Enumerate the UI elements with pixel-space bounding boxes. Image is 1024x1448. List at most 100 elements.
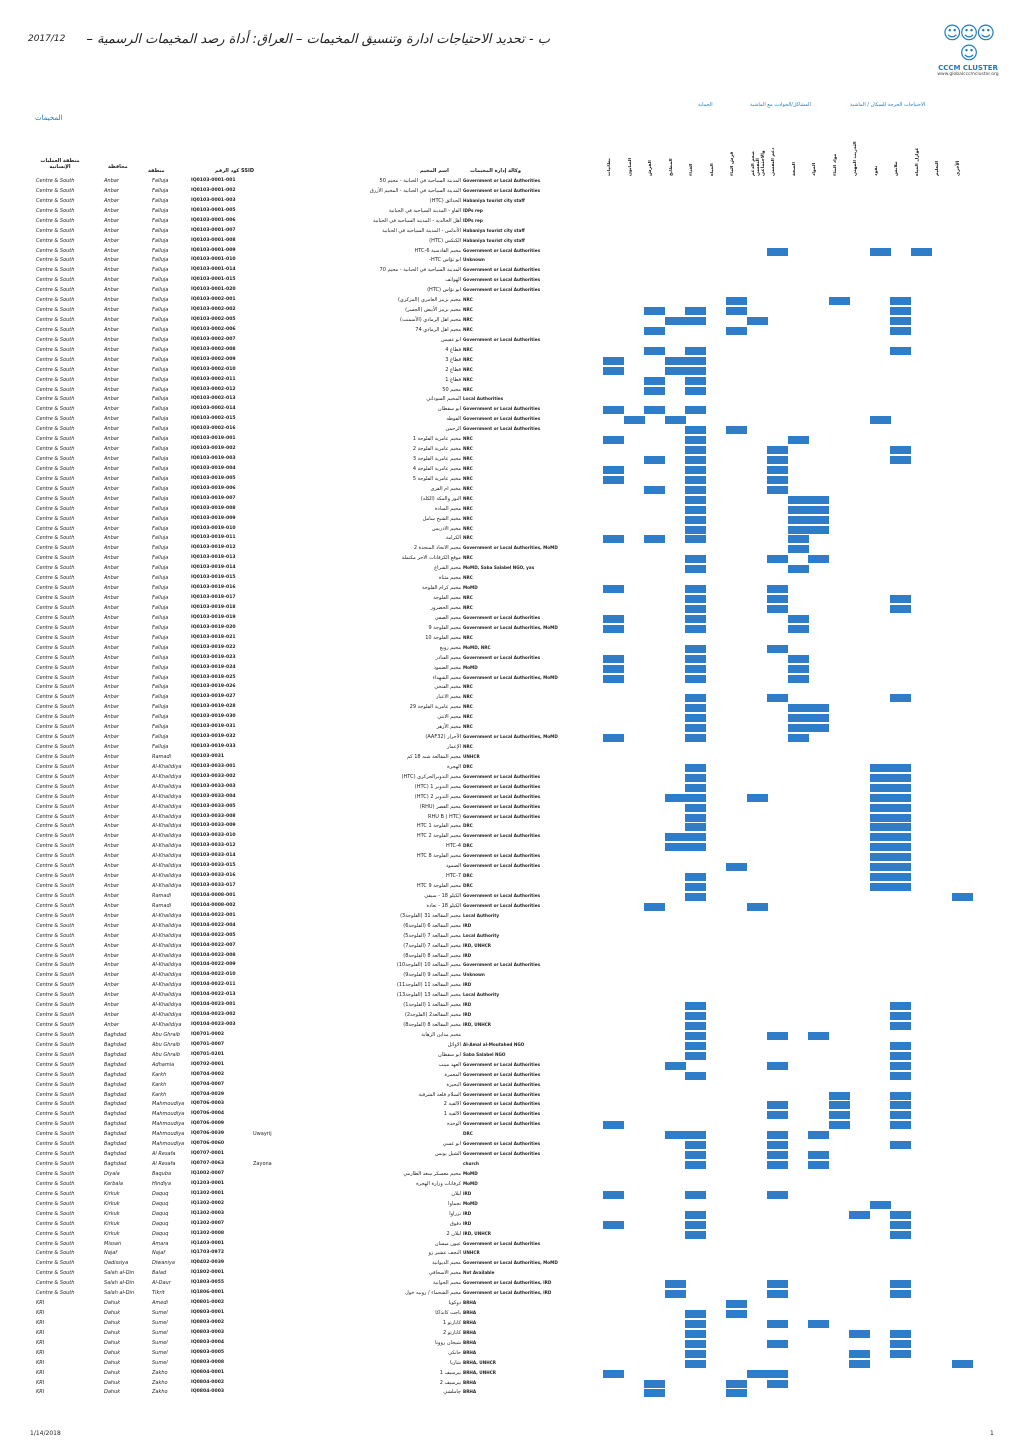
need-flag-cell: [890, 1051, 911, 1060]
agency-cell: DRC: [463, 883, 473, 889]
need-empty-cell: [624, 218, 645, 226]
need-empty-cell: [870, 555, 891, 563]
need-empty-cell: [644, 1042, 665, 1050]
region-cell: Centre & South: [36, 187, 75, 194]
group-needs: الاحتياجات الحرجة للسكان / الماشية: [850, 102, 926, 108]
need-empty-cell: [665, 248, 686, 256]
governorate-cell: Salah al-Din: [104, 1280, 135, 1287]
district-cell: Falluja: [152, 396, 169, 403]
need-empty-cell: [706, 1300, 727, 1308]
need-empty-cell: [726, 1052, 747, 1060]
need-empty-cell: [890, 1310, 911, 1318]
need-flag-cell: [849, 1359, 870, 1368]
need-empty-cell: [931, 1131, 952, 1139]
subdistrict-cell: Zayona: [253, 1161, 272, 1168]
agency-cell: NRC: [463, 485, 473, 491]
need-empty-cell: [665, 1072, 686, 1080]
region-cell: Centre & South: [36, 942, 75, 949]
need-empty-cell: [808, 396, 829, 404]
agency-cell: BRHA, UNHCR: [463, 1369, 496, 1375]
camp-name-cell: بيرسيف 2: [439, 1379, 461, 1386]
ssid-cell: IQ0706-0004: [191, 1111, 225, 1117]
need-flag-cell: [787, 545, 809, 554]
need-empty-cell: [808, 1370, 829, 1378]
need-empty-cell: [931, 635, 952, 643]
ssid-cell: IQ0104-0022-013: [191, 992, 236, 998]
need-empty-cell: [870, 655, 891, 663]
need-flag-cell: [685, 406, 706, 415]
need-empty-cell: [644, 198, 665, 206]
agency-cell: NRC: [463, 366, 473, 372]
need-empty-cell: [788, 982, 809, 990]
need-empty-cell: [644, 774, 665, 782]
need-empty-cell: [931, 1072, 952, 1080]
governorate-cell: Baghdad: [104, 1121, 127, 1128]
need-empty-cell: [644, 396, 665, 404]
need-empty-cell: [931, 1032, 952, 1040]
need-flag-cell: [767, 1151, 788, 1160]
need-empty-cell: [952, 1022, 973, 1030]
need-flag-cell: [890, 1071, 911, 1080]
need-empty-cell: [706, 1221, 727, 1229]
need-empty-cell: [624, 823, 645, 831]
need-empty-cell: [665, 883, 686, 891]
need-empty-cell: [685, 208, 706, 216]
need-empty-cell: [685, 982, 706, 990]
district-cell: Falluja: [152, 575, 169, 582]
need-empty-cell: [706, 655, 727, 663]
need-empty-cell: [747, 396, 768, 404]
need-empty-cell: [767, 913, 788, 921]
need-column-header: دعم النفسي: [771, 147, 776, 176]
camp-name-cell: مخيم الفنادر: [435, 654, 461, 661]
need-empty-cell: [911, 436, 932, 444]
header-district: منطقة: [148, 168, 165, 174]
need-empty-cell: [870, 327, 891, 335]
agency-cell: Government or Local Authorities: [463, 1240, 541, 1246]
agency-cell: NRC: [463, 515, 473, 521]
need-empty-cell: [624, 754, 645, 762]
governorate-cell: Anbar: [104, 386, 119, 393]
need-empty-cell: [624, 1141, 645, 1149]
need-empty-cell: [890, 228, 911, 236]
agency-cell: Government or Local Authorities: [463, 793, 541, 799]
governorate-cell: Baghdad: [104, 1151, 127, 1158]
need-empty-cell: [665, 1092, 686, 1100]
need-empty-cell: [726, 665, 747, 673]
need-flag-cell: [685, 793, 706, 802]
camp-name-cell: مخيم الادريس: [432, 525, 461, 532]
region-cell: Centre & South: [36, 813, 75, 820]
need-empty-cell: [952, 1370, 973, 1378]
need-empty-cell: [644, 1211, 665, 1219]
camp-name-cell: المدينة السياحية في الحبانية - مخيم 50: [379, 178, 461, 184]
ssid-cell: IQ0103-0033-012: [191, 843, 236, 849]
need-flag-cell: [726, 426, 747, 435]
agency-cell: Al-Amal al-Moutahed NGO: [463, 1041, 525, 1047]
ssid-cell: IQ0103-0002-016: [191, 426, 236, 432]
need-empty-cell: [624, 1012, 645, 1020]
table-row: Centre & South Anbar Falluja IQ0103-0019-02…: [0, 624, 1024, 634]
region-cell: Centre & South: [36, 714, 75, 721]
need-empty-cell: [665, 853, 686, 861]
need-empty-cell: [747, 1151, 768, 1159]
need-empty-cell: [911, 734, 932, 742]
camp-name-cell: المعمرة: [444, 1071, 461, 1078]
governorate-cell: Anbar: [104, 406, 119, 413]
agency-cell: Government or Local Authorities: [463, 1081, 541, 1087]
need-empty-cell: [685, 1250, 706, 1258]
need-empty-cell: [603, 396, 624, 404]
table-row: Centre & South Anbar Al-Khalidiya IQ0104-00…: [0, 1011, 1024, 1021]
agency-cell: Government or Local Authorities: [463, 1061, 541, 1067]
need-empty-cell: [808, 1380, 829, 1388]
need-empty-cell: [644, 1022, 665, 1030]
need-empty-cell: [685, 913, 706, 921]
table-row: Centre & South Anbar Falluja IQ0103-0002-00…: [0, 356, 1024, 366]
table-row: Centre & South Anbar Falluja IQ0103-0019-03…: [0, 713, 1024, 723]
governorate-cell: Anbar: [104, 753, 119, 760]
need-empty-cell: [624, 337, 645, 345]
agency-cell: Government or Local Authorities, MoMD: [463, 674, 558, 680]
governorate-cell: Anbar: [104, 1022, 119, 1029]
need-empty-cell: [829, 883, 850, 891]
agency-cell: NRC: [463, 326, 473, 332]
governorate-cell: Dahuk: [104, 1389, 121, 1396]
need-empty-cell: [624, 1221, 645, 1229]
